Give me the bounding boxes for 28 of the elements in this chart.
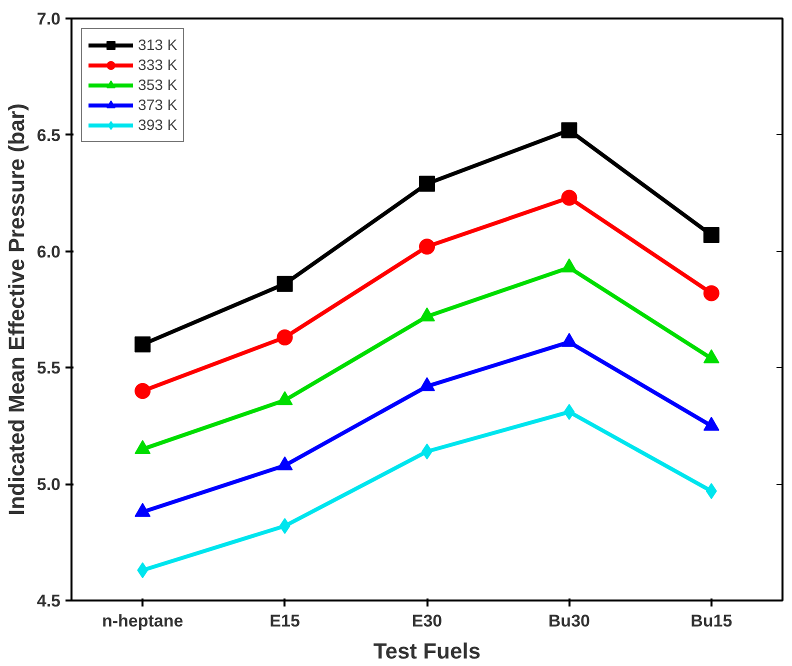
legend-label: 313 K [138, 36, 178, 54]
y-tick-label: 6.5 [36, 126, 61, 145]
y-tick-label: 7.0 [36, 10, 61, 28]
y-tick-label: 5.5 [36, 358, 61, 378]
y-axis-title: Indicated Mean Effective Pressure (bar) [4, 103, 29, 516]
point [561, 190, 578, 206]
legend-label: 353 K [138, 76, 178, 94]
point [419, 238, 435, 255]
y-tick-label: 5.0 [36, 475, 61, 494]
x-tick-label: E30 [412, 612, 442, 630]
y-tick-label: 6.0 [36, 242, 61, 262]
legend-label: 373 K [138, 96, 178, 114]
x-axis-title: Test Fuels [373, 638, 481, 664]
x-tick-label: E15 [270, 612, 300, 630]
point [276, 329, 293, 346]
point [134, 336, 151, 352]
legend-label: 333 K [138, 56, 178, 74]
y-tick-label: 4.5 [36, 592, 61, 610]
legend-label: 393 K [138, 116, 178, 134]
point [561, 122, 578, 138]
x-tick-label: Bu30 [548, 612, 590, 630]
point [703, 227, 720, 244]
x-tick-label: n-heptane [102, 612, 184, 630]
point [134, 382, 151, 399]
point [419, 176, 435, 192]
point [703, 285, 720, 302]
x-tick-label: Bu15 [690, 612, 732, 630]
point [276, 276, 293, 292]
